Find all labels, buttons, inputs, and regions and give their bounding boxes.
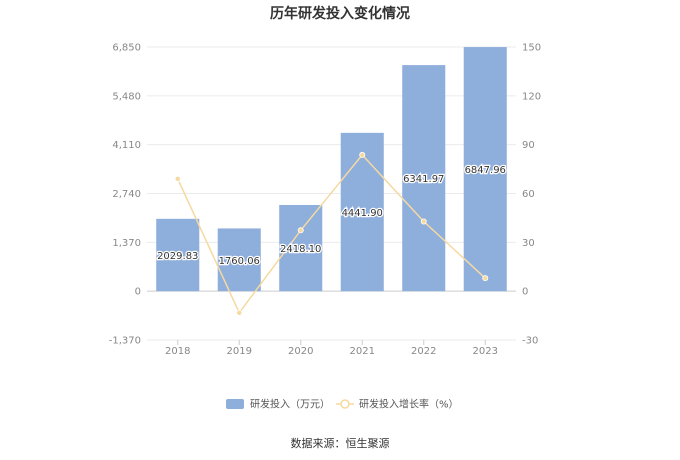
label-layer: 2029.83 1760.06 2418.10 4441.90 6341.97 6847.… xyxy=(156,164,507,268)
axis-layer: -1,370 0 1,370 2,740 4,110 5,480 6,850 -30 0 30 60… xyxy=(109,43,541,358)
y-right-tick-label: 120 xyxy=(522,91,541,102)
bar-data-label: 6341.97 xyxy=(403,174,444,185)
y-left-tick-label: -1,370 xyxy=(109,336,141,347)
bar xyxy=(463,47,507,292)
legend-swatch-bar xyxy=(226,399,244,409)
legend-swatch-point xyxy=(340,399,350,409)
legend-label-bar: 研发投入（万元） xyxy=(250,398,330,411)
legend: 研发投入（万元） 研发投入增长率（%） xyxy=(226,398,459,411)
y-right-tick-label: 0 xyxy=(522,287,528,298)
chart-title: 历年研发投入变化情况 xyxy=(270,5,410,22)
growth-rate-point xyxy=(236,309,243,316)
y-right-tick-label: 90 xyxy=(522,140,535,151)
grid-layer xyxy=(147,46,516,341)
y-left-tick-label: 6,850 xyxy=(112,43,141,54)
bar-layer xyxy=(156,47,507,292)
growth-rate-point xyxy=(482,275,489,282)
bar-data-label: 6847.96 xyxy=(465,165,506,176)
line-layer xyxy=(174,151,489,316)
bar-data-label: 2029.83 xyxy=(157,251,198,262)
source-note: 数据来源：恒生聚源 xyxy=(291,436,390,450)
y-left-tick-label: 1,370 xyxy=(112,238,141,249)
growth-rate-point xyxy=(297,227,304,234)
growth-rate-line xyxy=(177,153,486,315)
y-right-tick-label: 30 xyxy=(522,238,535,249)
x-tick-label: 2022 xyxy=(411,346,436,357)
bar-data-label: 1760.06 xyxy=(219,256,260,267)
bar xyxy=(402,65,446,292)
bar xyxy=(279,204,323,292)
bar-data-label: 4441.90 xyxy=(342,208,383,219)
y-left-tick-label: 2,740 xyxy=(112,189,141,200)
x-tick-label: 2020 xyxy=(288,346,313,357)
y-left-tick-label: 0 xyxy=(135,287,141,298)
bar-data-label: 2418.10 xyxy=(280,244,321,255)
growth-rate-point xyxy=(359,151,366,158)
y-left-tick-label: 4,110 xyxy=(112,140,141,151)
bar xyxy=(156,218,200,292)
y-right-tick-label: -30 xyxy=(522,336,538,347)
y-right-tick-label: 150 xyxy=(522,43,541,54)
growth-rate-point xyxy=(420,218,427,225)
x-tick-label: 2021 xyxy=(350,346,375,357)
y-right-tick-label: 60 xyxy=(522,189,535,200)
x-tick-label: 2023 xyxy=(473,346,498,357)
x-tick-label: 2018 xyxy=(165,346,190,357)
bar xyxy=(340,132,384,292)
y-left-tick-label: 5,480 xyxy=(112,91,141,102)
growth-rate-point xyxy=(174,175,181,182)
x-tick-label: 2019 xyxy=(227,346,252,357)
legend-label-line: 研发投入增长率（%） xyxy=(359,398,459,411)
